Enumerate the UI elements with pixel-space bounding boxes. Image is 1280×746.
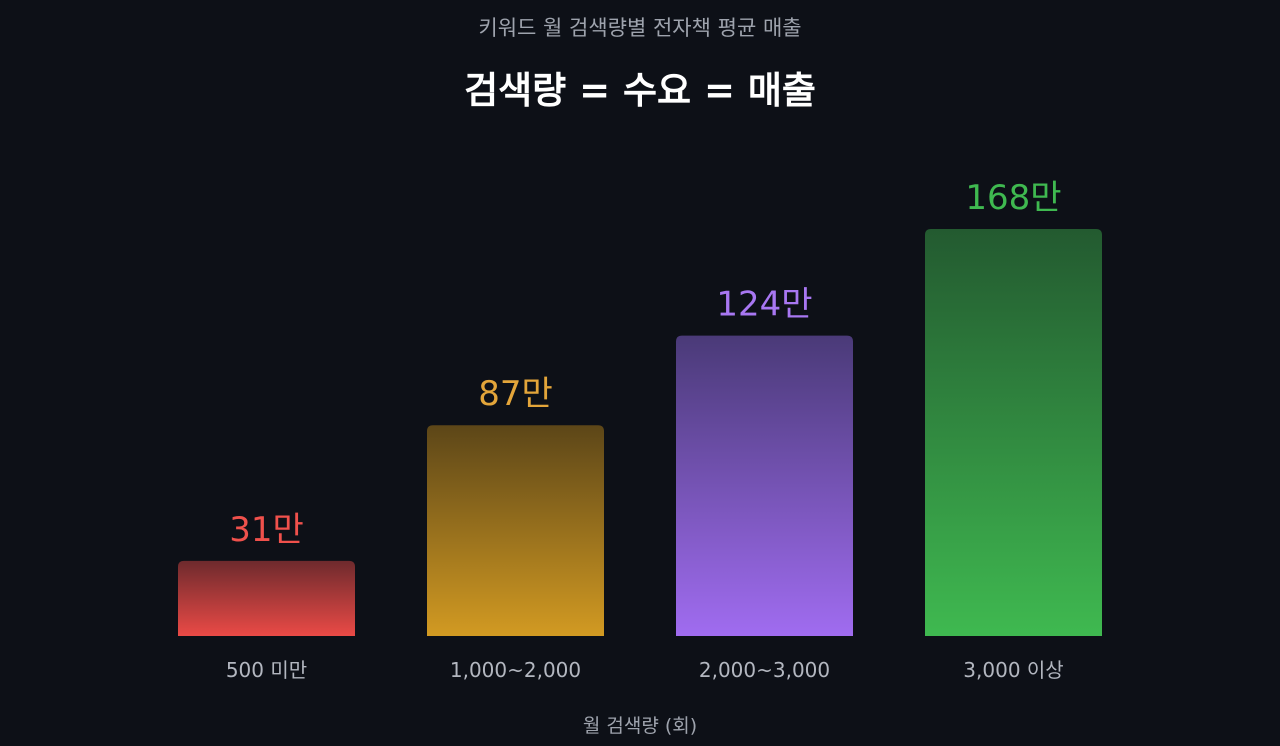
chart-subtitle: 키워드 월 검색량별 전자책 평균 매출 bbox=[478, 16, 802, 40]
bar-4 bbox=[925, 229, 1102, 636]
bars-layer: 31만 500 미만 87만 1,000~2,000 124만 2,000~3,000 16… bbox=[178, 178, 1102, 682]
x-tick-label-1: 500 미만 bbox=[226, 658, 307, 682]
x-tick-label-4: 3,000 이상 bbox=[963, 658, 1063, 682]
bar-3 bbox=[676, 335, 853, 636]
x-axis-label: 월 검색량 (회) bbox=[582, 715, 698, 737]
bar-1 bbox=[178, 560, 355, 636]
data-label-2: 87만 bbox=[478, 374, 553, 414]
chart-title: 검색량 = 수요 = 매출 bbox=[464, 69, 816, 112]
data-label-4: 168만 bbox=[965, 178, 1061, 218]
data-label-3: 124만 bbox=[716, 285, 812, 325]
data-label-1: 31만 bbox=[229, 510, 304, 550]
x-tick-label-2: 1,000~2,000 bbox=[450, 658, 581, 682]
x-tick-label-3: 2,000~3,000 bbox=[699, 658, 830, 682]
bar-2 bbox=[427, 425, 604, 636]
